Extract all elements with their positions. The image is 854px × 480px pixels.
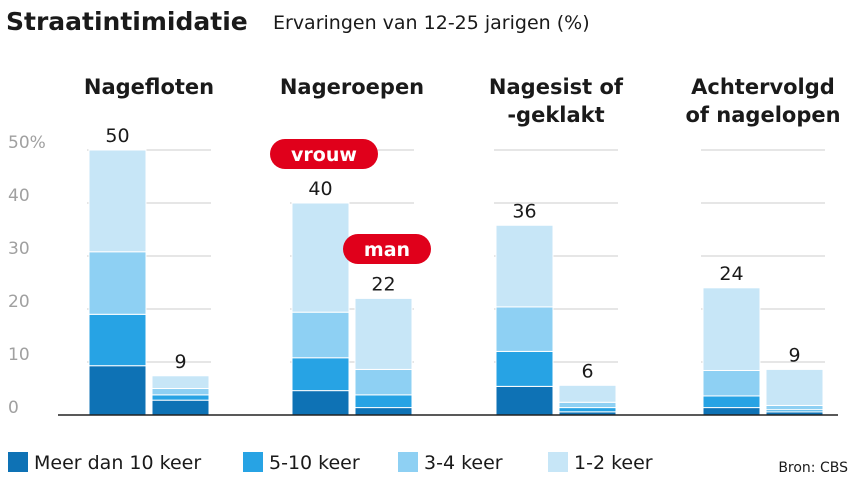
legend-swatch [548, 452, 568, 472]
segment-1-2-keer [88, 149, 147, 253]
segment-3-4-keer [88, 251, 147, 315]
segment-meer-dan-10-keer [291, 390, 350, 416]
segment-meer-dan-10-keer [88, 365, 147, 416]
segment-3-4-keer [702, 369, 761, 397]
segment-meer-dan-10-keer [151, 399, 210, 416]
segment-1-2-keer [354, 297, 413, 370]
segment-1-2-keer [702, 287, 761, 371]
segment-1-2-keer [765, 368, 824, 406]
bar-total-label: 24 [719, 263, 743, 285]
legend-swatch [8, 452, 28, 472]
tag-man: man [343, 234, 431, 264]
y-tick-label: 50% [8, 133, 46, 153]
segment-1-2-keer [495, 224, 554, 308]
y-axis-ticks: 50% 40 30 20 10 0 [8, 133, 46, 418]
segment-5-10-keer [702, 395, 761, 409]
bar-total-label: 9 [174, 351, 186, 373]
group-label: Nagesist of [489, 75, 624, 99]
bar-total-label: 40 [308, 178, 332, 200]
chart-subtitle: Ervaringen van 12-25 jarigen (%) [273, 12, 590, 34]
bar-total-label: 6 [581, 360, 593, 382]
legend-label: 3-4 keer [424, 452, 503, 474]
group-label: Nagefloten [84, 75, 214, 99]
y-tick-label: 40 [8, 186, 30, 206]
segment-3-4-keer [558, 401, 617, 409]
group-label: Nageroepen [280, 75, 424, 99]
bar-total-label: 9 [788, 344, 800, 366]
gender-tags: vrouw man [270, 139, 431, 264]
bar-total-label: 50 [105, 125, 129, 147]
segment-1-2-keer [558, 384, 617, 403]
y-tick-label: 10 [8, 345, 30, 365]
group-labels: Nagefloten Nageroepen Nagesist of -geklakt A… [84, 75, 841, 127]
segment-5-10-keer [151, 394, 210, 401]
bars: 50 9 40 22 36 6 24 9 [88, 125, 824, 416]
legend-swatch [398, 452, 418, 472]
group-label: of nagelopen [685, 103, 840, 127]
segment-meer-dan-10-keer [702, 407, 761, 416]
group-label: Achtervolgd [691, 75, 835, 99]
segment-5-10-keer [558, 407, 617, 413]
group-label: -geklakt [507, 103, 604, 127]
segment-3-4-keer [354, 368, 413, 396]
y-tick-label: 30 [8, 239, 30, 259]
segment-5-10-keer [88, 313, 147, 367]
segment-5-10-keer [495, 350, 554, 387]
legend-label: 1-2 keer [574, 452, 653, 474]
segment-3-4-keer [291, 311, 350, 359]
segment-meer-dan-10-keer [495, 385, 554, 416]
y-tick-label: 0 [8, 398, 19, 418]
legend-swatch [243, 452, 263, 472]
tag-vrouw-background [270, 139, 378, 169]
chart-title: Straatintimidatie [6, 7, 248, 36]
segment-5-10-keer [354, 394, 413, 409]
tag-vrouw-label: vrouw [291, 144, 357, 166]
segment-3-4-keer [151, 388, 210, 396]
legend: Meer dan 10 keer 5-10 keer 3-4 keer 1-2 kee… [8, 452, 653, 474]
segment-3-4-keer [765, 404, 824, 411]
segment-3-4-keer [495, 306, 554, 352]
tag-vrouw: vrouw [270, 139, 378, 169]
segment-meer-dan-10-keer [354, 407, 413, 416]
y-tick-label: 20 [8, 292, 30, 312]
tag-man-background [343, 234, 431, 264]
segment-5-10-keer [291, 357, 350, 392]
legend-label: Meer dan 10 keer [34, 452, 201, 474]
segment-1-2-keer [151, 375, 210, 389]
bar-total-label: 36 [512, 200, 536, 222]
tag-man-label: man [364, 239, 410, 261]
segment-1-2-keer [291, 202, 350, 313]
bar-total-label: 22 [371, 273, 395, 295]
source-note: Bron: CBS [778, 460, 848, 476]
legend-label: 5-10 keer [269, 452, 360, 474]
